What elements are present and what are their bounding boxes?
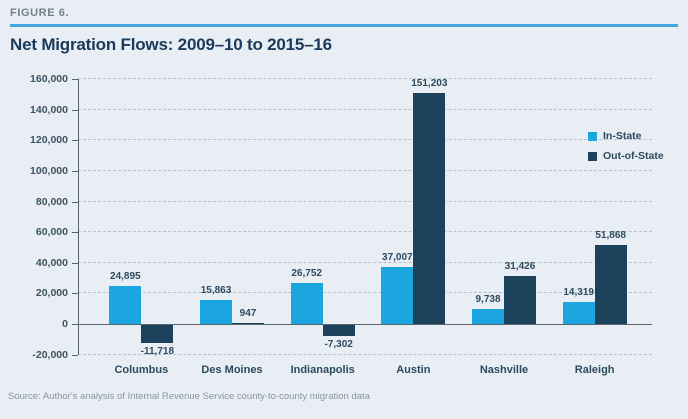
gridline — [78, 353, 652, 355]
y-tick-label: 80,000 — [35, 195, 68, 208]
figure-label: FIGURE 6. — [10, 7, 70, 19]
y-tick-label: 160,000 — [30, 73, 68, 86]
bar-out-of-state — [413, 92, 446, 324]
category-label: Austin — [396, 364, 431, 376]
legend-item-in-state: In-State — [588, 129, 664, 143]
gridline — [78, 200, 652, 202]
bar-value-label: 9,738 — [475, 294, 501, 306]
bar-value-label: 947 — [239, 307, 257, 319]
in-state-swatch-icon — [588, 131, 597, 141]
y-axis-tick — [72, 201, 78, 203]
y-tick-label: 0 — [62, 318, 68, 330]
y-tick-label: 20,000 — [35, 287, 68, 300]
y-tick-label: -20,000 — [32, 348, 68, 361]
y-axis-tick — [72, 262, 78, 264]
bar-value-label: 31,426 — [504, 260, 536, 272]
y-axis-tick — [72, 171, 78, 172]
category-label: Nashville — [479, 364, 529, 376]
y-tick-label: 100,000 — [30, 165, 68, 177]
category-label: Des Moines — [201, 364, 263, 376]
gridline — [78, 170, 652, 171]
y-axis-tick — [72, 324, 78, 325]
chart-title: Net Migration Flows: 2009–10 to 2015–16 — [10, 35, 332, 54]
y-tick-label: 120,000 — [30, 134, 68, 147]
chart-legend: In-State Out-of-State — [588, 129, 664, 169]
bar-in-state — [562, 302, 595, 324]
bar-out-of-state — [504, 275, 536, 324]
gridline — [78, 292, 652, 294]
bar-value-label: 37,007 — [382, 252, 413, 264]
source-note: Source: Author's analysis of Internal Re… — [8, 391, 370, 402]
bar-in-state — [109, 285, 142, 324]
bar-in-state — [290, 283, 323, 324]
bar-value-label: 15,863 — [200, 284, 232, 296]
gridline — [78, 78, 652, 80]
bar-in-state — [381, 267, 414, 324]
bar-value-label: -7,302 — [324, 339, 353, 351]
y-axis-tick — [72, 354, 78, 356]
bar-out-of-state — [322, 325, 355, 337]
legend-item-out-of-state: Out-of-State — [588, 149, 664, 163]
category-label: Columbus — [114, 364, 169, 376]
bar-value-label: 24,895 — [110, 270, 141, 282]
y-axis-tick — [72, 140, 78, 142]
zero-baseline — [78, 324, 652, 325]
gridline — [78, 261, 652, 263]
category-label: Raleigh — [574, 364, 615, 376]
bar-out-of-state — [141, 325, 174, 343]
gridline — [78, 231, 652, 233]
y-axis-tick — [72, 293, 78, 295]
bar-in-state — [472, 309, 504, 324]
y-tick-label: 60,000 — [35, 226, 68, 239]
bar-out-of-state — [594, 244, 627, 324]
y-axis-tick — [72, 232, 78, 234]
bar-value-label: 26,752 — [291, 268, 322, 280]
bar-value-label: -11,718 — [140, 345, 175, 357]
y-axis-tick — [72, 79, 78, 81]
bar-value-label: 151,203 — [411, 77, 448, 89]
bar-in-state — [200, 299, 232, 324]
y-axis-line — [78, 79, 79, 355]
legend-label: Out-of-State — [603, 150, 664, 162]
legend-label: In-State — [603, 130, 642, 142]
gridline — [78, 108, 652, 110]
y-axis-tick — [72, 109, 78, 111]
y-tick-label: 140,000 — [30, 103, 68, 116]
category-label: Indianapolis — [290, 364, 355, 376]
bar-value-label: 14,319 — [563, 287, 594, 299]
gridline — [78, 139, 652, 141]
y-tick-label: 40,000 — [35, 256, 68, 269]
bar-out-of-state — [232, 322, 264, 324]
out-of-state-swatch-icon — [588, 151, 597, 161]
bar-value-label: 51,868 — [595, 229, 626, 241]
header-rule — [10, 24, 678, 27]
